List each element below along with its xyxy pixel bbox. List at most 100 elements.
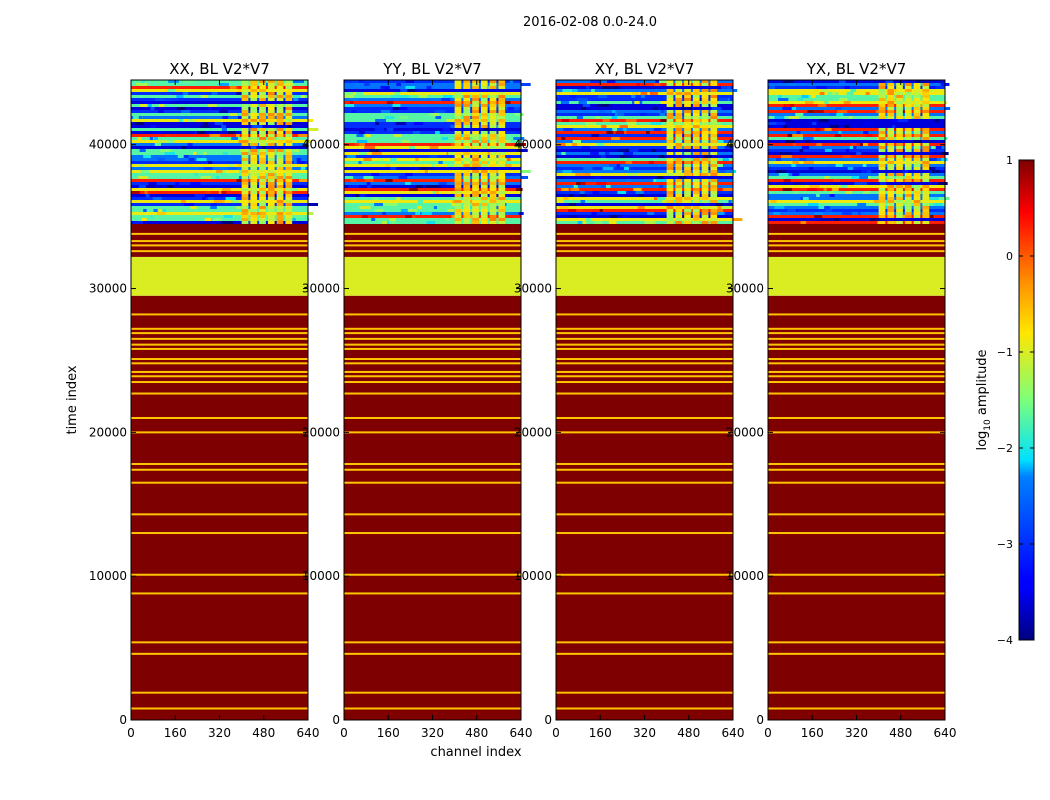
heatmap-speckle	[625, 119, 637, 122]
heatmap-bright-cell	[259, 173, 266, 176]
heatmap-row	[768, 131, 945, 134]
heatmap-speckle	[776, 200, 781, 203]
heatmap-bright-cell	[489, 80, 497, 83]
heatmap-speckle	[600, 104, 609, 107]
heatmap-bright-cell	[896, 143, 903, 146]
heatmap-bright-cell	[666, 167, 674, 170]
heatmap-speckle	[918, 104, 926, 107]
heatmap-line	[344, 362, 521, 365]
heatmap-row	[556, 131, 733, 134]
heatmap-bright-cell	[684, 179, 691, 182]
heatmap-bright-cell	[922, 131, 930, 134]
heatmap-speckle	[167, 185, 174, 188]
heatmap-bright-cell	[498, 209, 506, 212]
heatmap-speckle	[194, 173, 198, 176]
heatmap-bright-cell	[480, 101, 488, 104]
heatmap-bright-cell	[896, 215, 903, 218]
heatmap-speckle	[774, 116, 785, 119]
heatmap-bright-cell	[454, 95, 462, 98]
heatmap-bright-cell	[259, 119, 266, 122]
heatmap-speckle	[144, 101, 153, 104]
heatmap-bright-cell	[454, 191, 462, 194]
heatmap-speckle	[415, 212, 421, 215]
heatmap-speckle	[292, 95, 301, 98]
figure-suptitle: 2016-02-08 0.0-24.0	[523, 15, 657, 30]
heatmap-row	[131, 146, 308, 149]
heatmap-bright-cell	[489, 200, 497, 203]
heatmap-speckle	[164, 140, 175, 143]
heatmap-bright-cell	[666, 116, 674, 119]
heatmap-row	[131, 206, 308, 209]
heatmap-bright-cell	[684, 158, 691, 161]
heatmap-bright-cell	[922, 134, 930, 137]
heatmap-bright-cell	[454, 80, 462, 83]
heatmap-row	[556, 152, 733, 155]
heatmap-bright-cell	[463, 203, 471, 206]
heatmap-bright-cell	[454, 116, 462, 119]
heatmap-speckle	[379, 158, 384, 161]
heatmap-speckle	[182, 92, 189, 95]
heatmap-speckle	[579, 191, 585, 194]
heatmap-speckle	[271, 185, 280, 188]
heatmap-bright-cell	[276, 116, 284, 119]
heatmap-bright-cell	[259, 215, 266, 218]
heatmap-bright-cell	[710, 164, 718, 167]
heatmap-speckle	[229, 113, 237, 116]
heatmap-speckle	[287, 125, 292, 128]
heatmap-bright-cell	[472, 212, 479, 215]
heatmap-speckle	[180, 200, 186, 203]
heatmap-row	[344, 173, 521, 176]
heatmap-bright-cell	[267, 167, 275, 170]
heatmap-speckle	[688, 107, 692, 110]
heatmap-speckle	[865, 92, 870, 95]
heatmap-row	[131, 101, 308, 104]
heatmap-bright-cell	[276, 110, 284, 113]
heatmap-bright-cell	[887, 131, 895, 134]
heatmap-bright-cell	[684, 146, 691, 149]
heatmap-speckle	[396, 107, 408, 110]
heatmap-bright-cell	[285, 209, 293, 212]
heatmap-speckle	[572, 125, 577, 128]
heatmap-bright-cell	[454, 221, 462, 224]
heatmap-bright-cell	[684, 194, 691, 197]
heatmap-speckle	[305, 119, 314, 122]
heatmap-speckle	[474, 101, 484, 104]
heatmap-speckle	[222, 152, 229, 155]
heatmap-bright-cell	[250, 176, 258, 179]
heatmap-speckle	[931, 146, 940, 149]
heatmap-line	[344, 707, 521, 710]
heatmap-speckle	[366, 182, 371, 185]
heatmap-bright-cell	[922, 215, 930, 218]
heatmap-speckle	[647, 212, 655, 215]
heatmap-speckle	[711, 107, 722, 110]
heatmap-bright-cell	[684, 191, 691, 194]
heatmap-bright-cell	[710, 140, 718, 143]
heatmap-speckle	[482, 128, 490, 131]
heatmap-speckle	[382, 212, 386, 215]
heatmap-speckle	[824, 128, 832, 131]
heatmap-bright-cell	[701, 110, 709, 113]
heatmap-bright-cell	[241, 155, 249, 158]
heatmap-line	[344, 691, 521, 694]
heatmap-bright-cell	[267, 89, 275, 92]
heatmap-bright-cell	[666, 101, 674, 104]
heatmap-speckle	[719, 170, 726, 173]
heatmap-bright-cell	[710, 119, 718, 122]
heatmap-bright-cell	[887, 215, 895, 218]
heatmap-bright-cell	[701, 206, 709, 209]
heatmap-bright-cell	[666, 83, 674, 86]
heatmap-speckle	[884, 173, 888, 176]
heatmap-bright-cell	[480, 122, 488, 125]
heatmap-bright-cell	[904, 200, 912, 203]
heatmap-bright-cell	[692, 197, 700, 200]
heatmap-bright-cell	[878, 113, 886, 116]
heatmap-speckle	[362, 161, 372, 164]
heatmap-bright-cell	[463, 140, 471, 143]
heatmap-speckle	[838, 80, 846, 83]
colorbar-label-rest: amplitude	[975, 349, 990, 419]
heatmap-bright-cell	[285, 152, 293, 155]
heatmap-bright-cell	[692, 191, 700, 194]
heatmap-speckle	[801, 146, 810, 149]
heatmap-bright-cell	[710, 92, 718, 95]
heatmap-line	[768, 362, 945, 365]
